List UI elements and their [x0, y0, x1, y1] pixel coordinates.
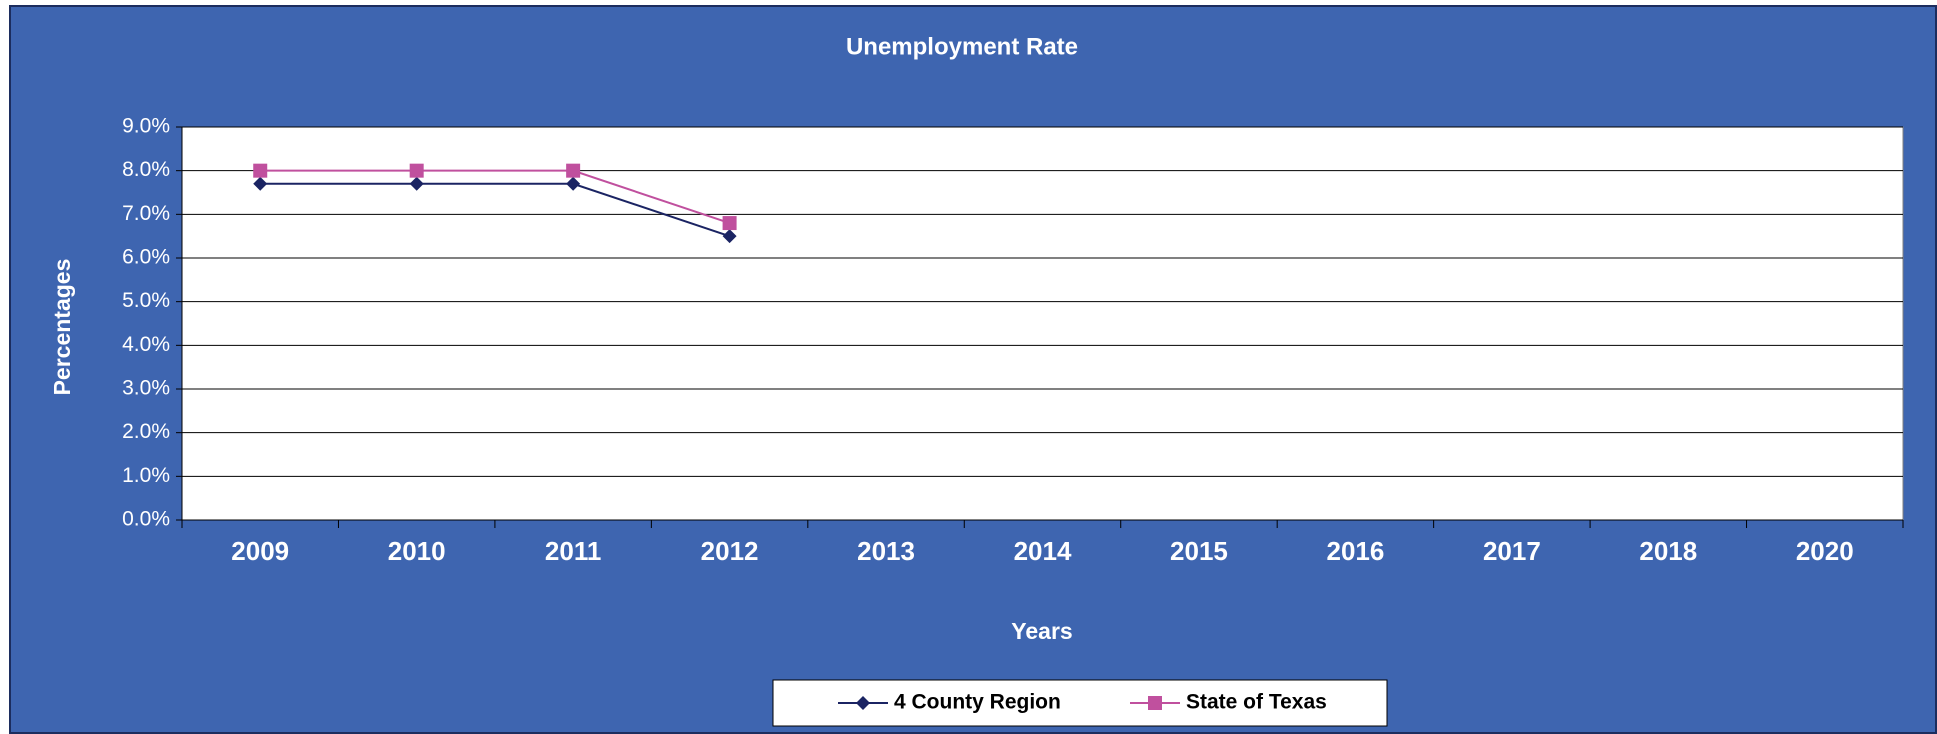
plot-area — [181, 126, 1904, 521]
y-tick-label: 2.0% — [122, 420, 170, 443]
data-point — [409, 163, 424, 178]
y-tick-label: 5.0% — [122, 289, 170, 312]
x-tick-label: 2017 — [1483, 536, 1541, 566]
y-tick-label: 7.0% — [122, 202, 170, 225]
y-tick-label: 1.0% — [122, 464, 170, 487]
y-tick-label: 0.0% — [122, 508, 170, 531]
x-tick-label: 2009 — [231, 536, 289, 566]
y-tick-label: 6.0% — [122, 246, 170, 269]
y-tick-label: 9.0% — [122, 115, 170, 138]
y-tick-label: 3.0% — [122, 377, 170, 400]
x-tick-label: 2016 — [1326, 536, 1384, 566]
x-tick-label: 2014 — [1014, 536, 1072, 566]
legend-label: State of Texas — [1186, 691, 1327, 714]
series-line — [260, 169, 730, 225]
data-point — [253, 163, 268, 178]
x-tick-label: 2012 — [701, 536, 759, 566]
data-point — [409, 176, 424, 191]
legend-label: 4 County Region — [894, 691, 1061, 714]
data-point — [722, 216, 737, 231]
data-point — [722, 229, 737, 244]
y-tick-label: 8.0% — [122, 158, 170, 181]
chart-title: Unemployment Rate — [846, 33, 1078, 60]
x-tick-label: 2011 — [545, 536, 601, 566]
y-tick-label: 4.0% — [122, 333, 170, 356]
x-tick-label: 2020 — [1796, 536, 1854, 566]
data-point — [253, 176, 268, 191]
legend-marker — [1148, 696, 1162, 710]
x-tick-label: 2010 — [388, 536, 446, 566]
x-tick-label: 2015 — [1170, 536, 1228, 566]
x-axis-label: Years — [1011, 618, 1072, 644]
x-tick-label: 2013 — [857, 536, 915, 566]
y-axis-label: Percentages — [49, 259, 75, 396]
data-point — [566, 163, 581, 178]
x-tick-label: 2018 — [1639, 536, 1697, 566]
series-line — [260, 182, 730, 238]
legend-marker — [856, 696, 870, 710]
data-point — [566, 176, 581, 191]
